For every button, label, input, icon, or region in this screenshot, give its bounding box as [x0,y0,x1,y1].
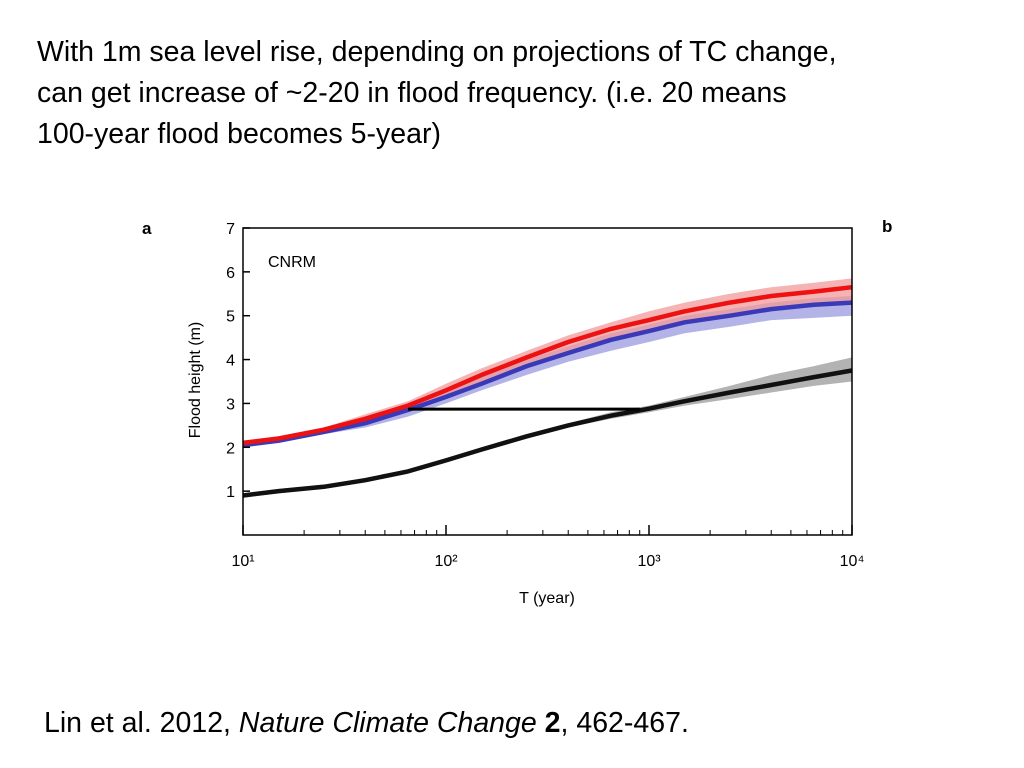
black-uncertainty-band [243,357,852,498]
blue-series-line [242,300,853,448]
y-tick-label: 3 [226,396,235,413]
citation: Lin et al. 2012, Nature Climate Change 2… [44,707,689,740]
y-tick-label: 7 [226,221,235,238]
black-series-line [242,368,853,498]
panel-label-b: b [882,217,892,236]
x-tick-label: 10¹ [231,553,254,570]
panel-label-a: a [142,219,152,238]
headline-line: 100-year flood becomes 5-year) [37,118,441,150]
blue-uncertainty-band [243,296,852,448]
y-tick-label: 6 [226,265,235,282]
series-lines [242,284,853,498]
slide-headline: With 1m sea level rise, depending on pro… [37,32,1012,155]
x-axis-label: T (year) [519,590,575,607]
y-tick-label: 4 [226,353,235,370]
model-annotation: CNRM [268,254,316,271]
citation-volume: 2 [544,707,561,739]
citation-authors: Lin et al. 2012, [44,707,239,739]
y-tick-label: 2 [226,440,235,457]
citation-journal: Nature Climate Change [238,707,537,739]
headline-line: With 1m sea level rise, depending on pro… [37,36,837,68]
citation-pages: , 462-467. [560,707,689,739]
y-axis-label: Flood height (m) [187,322,204,439]
citation-space [537,707,545,739]
y-tick-label: 1 [226,484,235,501]
y-axis-ticks: 1 2 3 4 5 6 7 [226,221,250,501]
headline-line: can get increase of ~2-20 in flood frequ… [37,77,787,109]
x-tick-label: 10³ [637,553,661,570]
y-tick-label: 5 [226,309,235,326]
x-tick-label: 10⁴ [840,553,865,570]
x-tick-label: 10² [434,553,458,570]
red-series-line [242,284,853,446]
x-axis-ticks: 10¹ 10² 10³ 10⁴ [231,525,864,570]
plot-frame [242,227,853,536]
